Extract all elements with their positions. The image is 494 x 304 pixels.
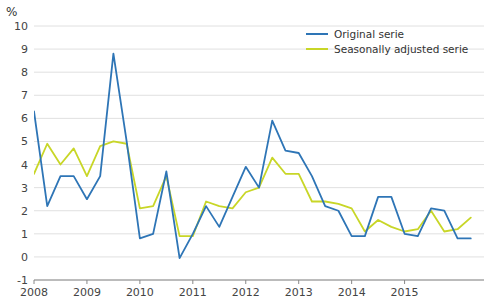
grid-line: [34, 72, 484, 73]
x-tick: [404, 280, 405, 284]
grid-line: [34, 280, 484, 281]
y-tick-label: 1: [21, 228, 28, 241]
legend-label: Original serie: [334, 28, 404, 40]
y-tick-label: 0: [21, 251, 28, 264]
x-tick-label: 2014: [338, 286, 366, 299]
legend-label: Seasonally adjusted serie: [334, 43, 468, 55]
grid-line: [34, 141, 484, 142]
grid-line: [34, 26, 484, 27]
x-tick-label: 2009: [73, 286, 101, 299]
series-line: [34, 141, 471, 236]
legend-swatch: [306, 33, 328, 35]
x-tick: [298, 280, 299, 284]
x-tick: [34, 280, 35, 284]
x-tick-label: 2012: [232, 286, 260, 299]
grid: [34, 26, 484, 280]
grid-line: [34, 210, 484, 211]
chart: -101234567891020082009201020112012201320…: [0, 0, 494, 304]
x-axis-line: [34, 280, 484, 281]
x-tick-label: 2008: [20, 286, 48, 299]
y-tick-label: 9: [21, 43, 28, 56]
y-tick-label: 10: [14, 20, 28, 33]
series-line: [34, 54, 471, 258]
y-tick-label: 3: [21, 182, 28, 195]
x-tick-label: 2011: [179, 286, 207, 299]
y-tick-label: 8: [21, 66, 28, 79]
x-tick: [139, 280, 140, 284]
y-tick-label: 6: [21, 112, 28, 125]
legend-swatch: [306, 48, 328, 50]
x-tick: [192, 280, 193, 284]
y-tick-label: 7: [21, 89, 28, 102]
grid-line: [34, 256, 484, 257]
y-tick-label: 4: [21, 159, 28, 172]
legend: Original serie Seasonally adjusted serie: [306, 28, 468, 55]
x-tick-label: 2013: [285, 286, 313, 299]
x-tick: [351, 280, 352, 284]
x-tick-label: 2010: [126, 286, 154, 299]
x-tick-label: 2015: [391, 286, 419, 299]
x-tick: [86, 280, 87, 284]
y-tick-label: 2: [21, 205, 28, 218]
grid-line: [34, 118, 484, 119]
lines: [34, 54, 471, 258]
y-axis-label: %: [6, 5, 17, 19]
y-tick-label: 5: [21, 135, 28, 148]
x-tick: [245, 280, 246, 284]
grid-line: [34, 233, 484, 234]
grid-line: [34, 95, 484, 96]
